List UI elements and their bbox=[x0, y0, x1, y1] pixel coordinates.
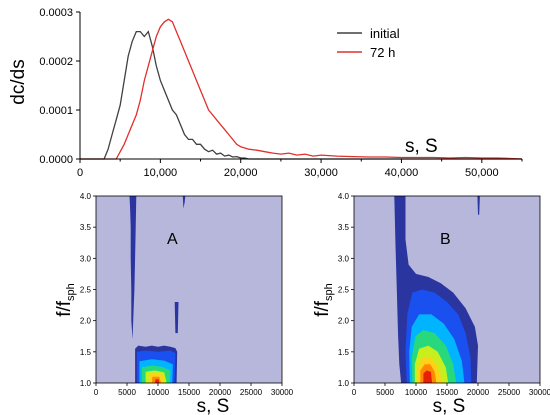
x-tick-label: 20,000 bbox=[224, 167, 258, 179]
x-tick-label: 40,000 bbox=[385, 167, 419, 179]
panel-label-b: B bbox=[440, 231, 451, 248]
series-line-0 bbox=[80, 30, 522, 160]
x-axis-label: s, S bbox=[433, 396, 466, 415]
legend: initial 72 h bbox=[337, 26, 400, 60]
contour-region-level-7 bbox=[154, 379, 160, 383]
y-tick-label: 3.5 bbox=[338, 223, 350, 232]
y-tick-label: 1.5 bbox=[338, 348, 350, 357]
x-tick-label: 25000 bbox=[240, 388, 263, 397]
y-axis-label: f/fsph bbox=[54, 283, 77, 317]
y-tick-label: 1.0 bbox=[80, 379, 92, 388]
y-tick-label: 1.0 bbox=[338, 379, 350, 388]
x-tick-label: 10,000 bbox=[144, 167, 178, 179]
y-tick-label: 3.0 bbox=[80, 254, 92, 263]
y-tick-label: 3.5 bbox=[80, 223, 92, 232]
contour-area bbox=[96, 196, 282, 383]
contour-panel-b: 0 5000 10000 15000 20000 25000 30000 1.0 1.5 2.0 2… bbox=[312, 192, 550, 415]
y-axis-label-sub: sph bbox=[323, 283, 335, 301]
contour-area bbox=[354, 196, 540, 383]
contour-region-level-7 bbox=[423, 370, 433, 383]
x-tick-label: 10000 bbox=[405, 388, 428, 397]
y-tick-label: 0.0000 bbox=[39, 154, 73, 166]
x-tick-label: 15000 bbox=[436, 388, 459, 397]
y-tick-label: 0.0001 bbox=[39, 105, 73, 117]
x-tick-label: 30000 bbox=[529, 388, 550, 397]
contour-region-level-0 bbox=[182, 196, 186, 209]
x-tick-label: 0 bbox=[77, 167, 83, 179]
y-tick-label: 0.0003 bbox=[39, 7, 73, 19]
y-axis-label: f/fsph bbox=[312, 283, 335, 317]
x-tick-label: 0 bbox=[94, 388, 99, 397]
x-tick-label: 20000 bbox=[467, 388, 490, 397]
series-group bbox=[80, 18, 523, 160]
y-tick-label: 2.5 bbox=[338, 286, 350, 295]
y-axis-label: dc/ds bbox=[8, 59, 29, 104]
axes: 0 5000 10000 15000 20000 25000 30000 1.0 1.5 2.0 2… bbox=[338, 192, 550, 397]
y-axis-label-main: f/f bbox=[54, 300, 75, 317]
legend-label-72h: 72 h bbox=[370, 45, 395, 60]
contour-region-level-0 bbox=[174, 302, 179, 334]
x-tick-label: 5000 bbox=[376, 388, 394, 397]
x-tick-label: 10000 bbox=[147, 388, 170, 397]
y-tick-label: 2.0 bbox=[80, 317, 92, 326]
x-tick-label: 25000 bbox=[498, 388, 521, 397]
contour-background bbox=[96, 196, 282, 383]
x-tick-label: 50,000 bbox=[465, 167, 499, 179]
x-tick-label: 5000 bbox=[118, 388, 136, 397]
y-axis-label-sub: sph bbox=[65, 283, 77, 301]
x-tick-label: 15000 bbox=[178, 388, 201, 397]
x-axis-label: s, S bbox=[405, 136, 438, 157]
x-tick-label: 20000 bbox=[209, 388, 232, 397]
panel-label-a: A bbox=[167, 231, 178, 248]
y-tick-label: 2.0 bbox=[338, 317, 350, 326]
contour-region-level-0 bbox=[129, 196, 137, 340]
axes: 0 10,000 20,000 30,000 40,000 50,000 0.0000 0.0… bbox=[39, 7, 523, 179]
series-line-1 bbox=[80, 18, 523, 160]
line-chart: 0 10,000 20,000 30,000 40,000 50,000 0.0000 0.0… bbox=[8, 7, 523, 179]
x-tick-label: 0 bbox=[352, 388, 357, 397]
x-tick-label: 30,000 bbox=[304, 167, 338, 179]
axes: 0 5000 10000 15000 20000 25000 30000 1.0 1.5 2.0 2… bbox=[80, 192, 294, 397]
y-tick-label: 0.0002 bbox=[39, 56, 73, 68]
y-tick-label: 3.0 bbox=[338, 254, 350, 263]
x-axis-label: s, S bbox=[197, 396, 230, 415]
y-tick-label: 4.0 bbox=[338, 192, 350, 201]
legend-label-initial: initial bbox=[370, 26, 400, 41]
y-tick-label: 1.5 bbox=[80, 348, 92, 357]
y-tick-label: 2.5 bbox=[80, 286, 92, 295]
y-axis-label-main: f/f bbox=[312, 300, 333, 317]
y-tick-label: 4.0 bbox=[80, 192, 92, 201]
contour-region-level-0 bbox=[477, 196, 480, 215]
contour-panel-a: 0 5000 10000 15000 20000 25000 30000 1.0 1.5 2.0 2… bbox=[54, 192, 294, 415]
x-tick-label: 30000 bbox=[271, 388, 294, 397]
